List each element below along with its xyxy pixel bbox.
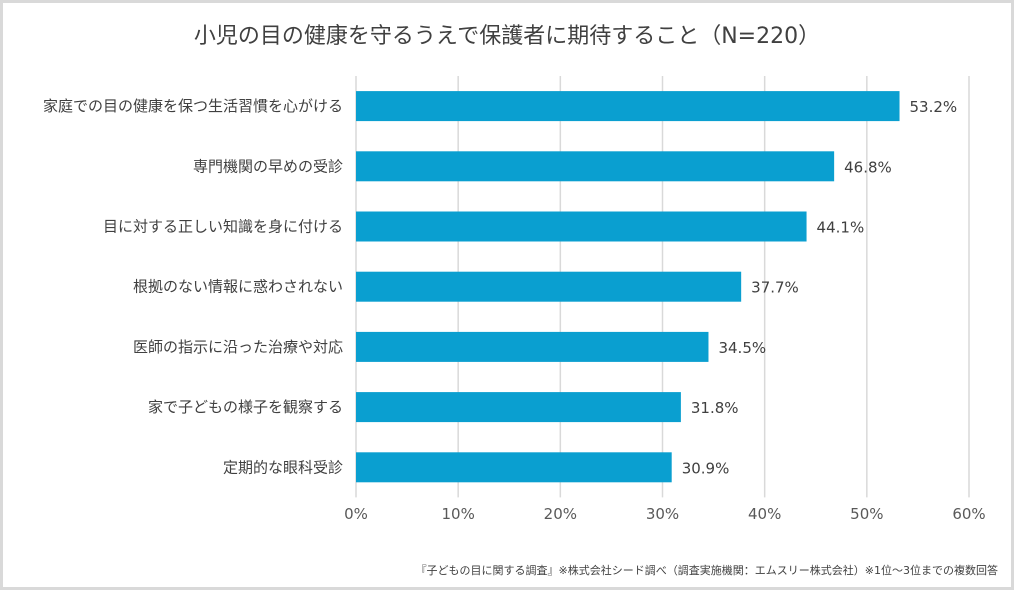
bar <box>356 392 681 423</box>
bar <box>356 151 835 182</box>
x-tick-label: 50% <box>850 505 883 523</box>
x-tick-label: 0% <box>344 505 368 523</box>
category-label: 専門機関の早めの受診 <box>193 157 343 175</box>
source-note: 『子どもの目に関する調査』※株式会社シード調べ（調査実施機関：エムスリー株式会社… <box>415 564 998 577</box>
bar <box>356 452 672 483</box>
value-label: 53.2% <box>910 98 958 116</box>
bar <box>356 271 742 302</box>
bar <box>356 91 900 122</box>
category-label: 目に対する正しい知識を身に付ける <box>103 218 343 236</box>
category-label: 根拠のない情報に惑わされない <box>133 278 343 296</box>
value-label: 37.7% <box>751 279 799 297</box>
category-label: 医師の指示に沿った治療や対応 <box>133 338 343 356</box>
value-label: 30.9% <box>682 459 730 477</box>
value-label: 31.8% <box>691 399 739 417</box>
value-label: 44.1% <box>817 219 865 237</box>
bar <box>356 331 709 362</box>
chart-title: 小児の目の健康を守るうえで保護者に期待すること（N=220） <box>193 24 821 49</box>
x-tick-label: 30% <box>646 505 679 523</box>
value-label: 34.5% <box>718 339 766 357</box>
category-label: 家で子どもの様子を観察する <box>148 398 343 416</box>
x-tick-label: 60% <box>952 505 985 523</box>
bar <box>356 211 807 242</box>
category-label: 定期的な眼科受診 <box>223 458 343 476</box>
category-label: 家庭での目の健康を保つ生活習慣を心がける <box>43 97 343 115</box>
x-tick-label: 40% <box>748 505 781 523</box>
value-label: 46.8% <box>844 158 892 176</box>
x-tick-label: 20% <box>544 505 577 523</box>
x-tick-label: 10% <box>441 505 474 523</box>
